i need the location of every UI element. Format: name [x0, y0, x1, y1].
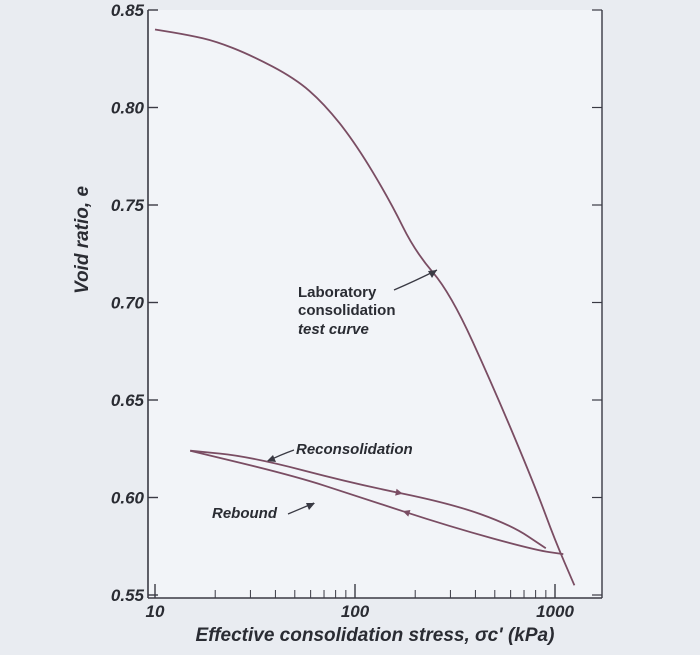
- annotation-lab-line-2: consolidation: [298, 302, 396, 319]
- annotation-rebound-arrowhead: [306, 503, 315, 510]
- ticks-layer: 0.55 0.60 0.65 0.70 0.75 0.80 0.85 10 100 1000: [111, 1, 602, 621]
- y-tick-label: 0.55: [111, 586, 145, 605]
- series-line-laboratory-consolidation-test-curve: [154, 28, 576, 586]
- annotation-lab-line-3: test curve: [298, 321, 369, 338]
- y-tick-label: 0.60: [111, 489, 145, 508]
- annotation-lab-line-1: Laboratory: [298, 284, 377, 301]
- y-tick-label: 0.65: [111, 391, 145, 410]
- series-direction-arrow: [402, 509, 411, 517]
- annotation-lab-curve: Laboratory consolidation test curve: [298, 269, 438, 338]
- y-tick-label: 0.80: [111, 99, 145, 118]
- y-tick-label: 0.75: [111, 196, 145, 215]
- series-direction-arrow: [395, 488, 403, 496]
- y-tick-label: 0.70: [111, 294, 145, 313]
- plot-area-background: [148, 10, 602, 598]
- annotation-reconsolidation: Reconsolidation: [267, 441, 413, 462]
- x-tick-label: 100: [341, 602, 370, 621]
- series-line-rebound: [189, 449, 564, 555]
- series-layer: [154, 28, 576, 586]
- annotation-lab-arrowhead: [428, 270, 437, 278]
- annotation-rebound-text: Rebound: [212, 505, 278, 522]
- y-axis-title: Void ratio, e: [72, 186, 93, 294]
- x-tick-label: 10: [146, 602, 165, 621]
- annotation-rebound: Rebound: [212, 502, 315, 522]
- annotation-reconsolidation-arrowhead: [267, 455, 276, 462]
- series-line-reconsolidation: [190, 449, 547, 549]
- x-axis-title: Effective consolidation stress, σc' (kPa…: [196, 625, 555, 646]
- y-tick-label: 0.85: [111, 1, 145, 20]
- annotation-reconsolidation-text: Reconsolidation: [296, 441, 413, 458]
- x-tick-label: 1000: [536, 602, 574, 621]
